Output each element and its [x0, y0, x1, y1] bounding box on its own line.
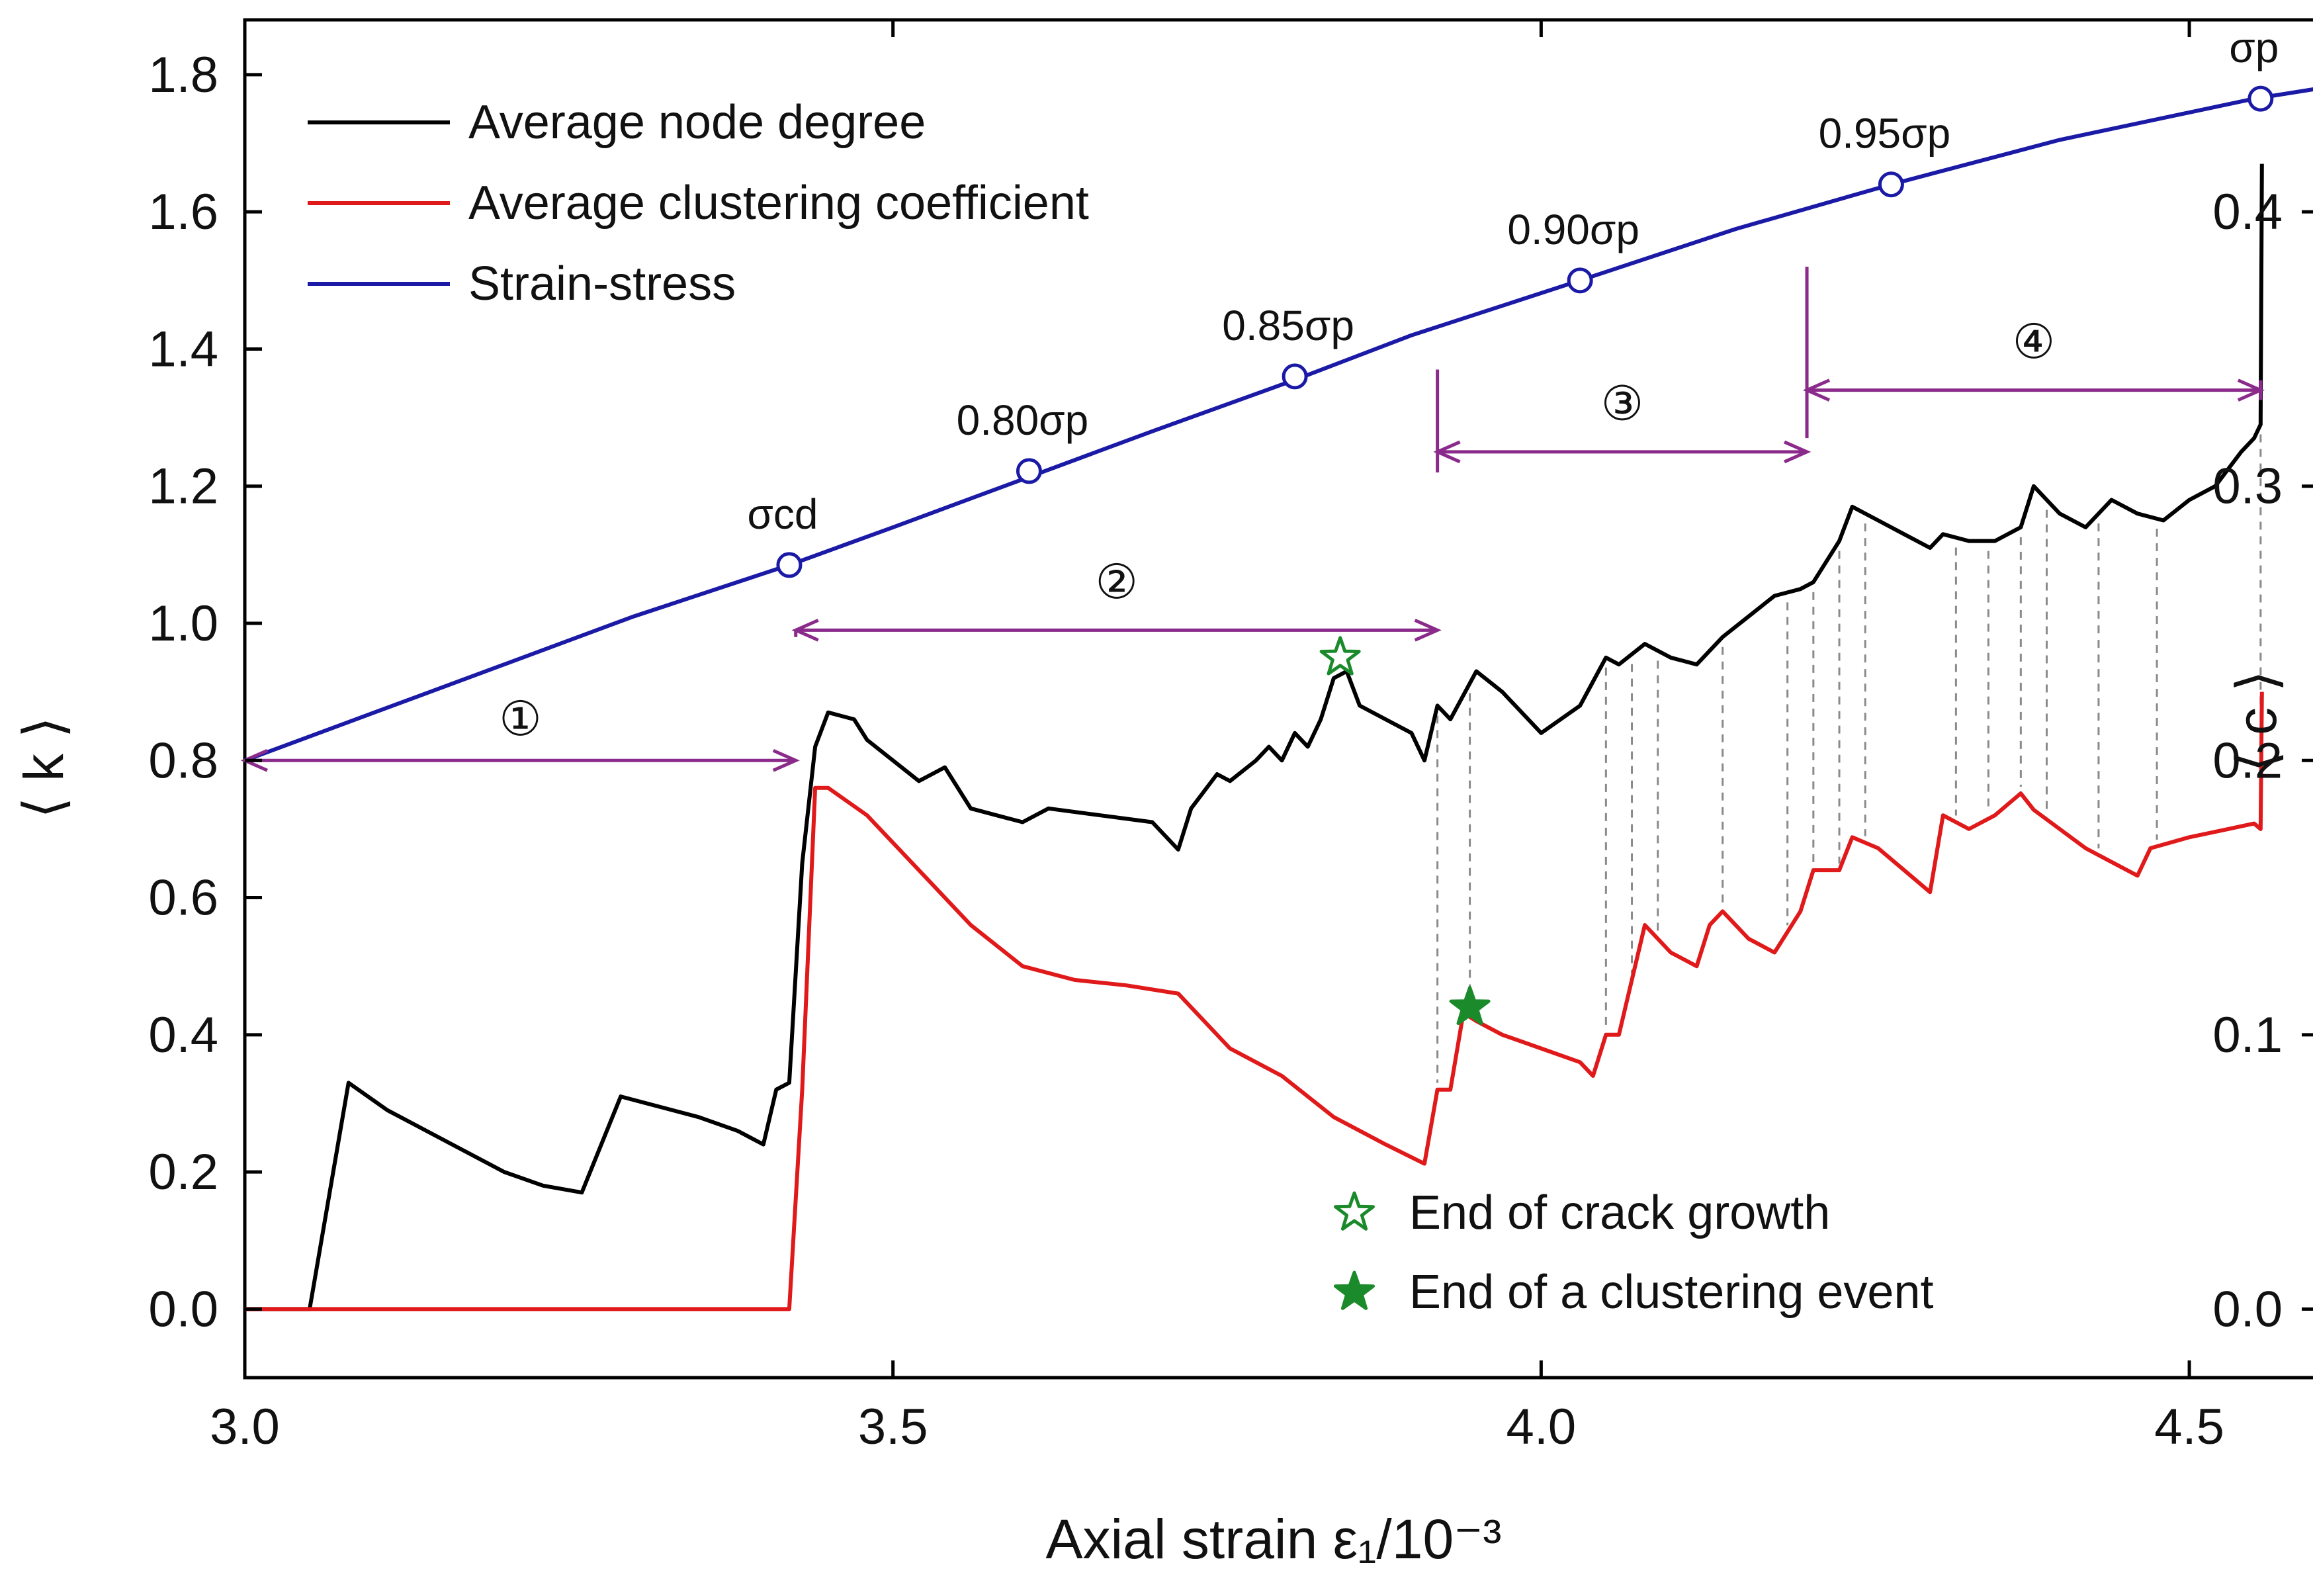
stage-label: ③	[1601, 375, 1644, 431]
y-axis-right-title: ⟨ c ⟩	[2226, 670, 2288, 772]
legend-label: Average node degree	[468, 96, 926, 149]
axis-ticks: 3.0 3.5 4.0 4.5 0.0 0.2 0.4 0.6 0.8 1.0 1.2 1.4 1.6 1…	[148, 20, 2313, 1455]
stress-marker	[1016, 458, 1042, 484]
star-legend-label: End of crack growth	[1409, 1186, 1830, 1239]
stress-marker-label: 0.85σp	[1222, 302, 1354, 349]
stress-markers: σcd 0.80σp 0.85σp 0.90σp 0.95σp σp	[747, 24, 2279, 1026]
stage-arrow-head-right	[1414, 619, 1442, 642]
stage-arrow-head-right	[772, 748, 800, 772]
y-right-tick-label: 0.0	[2212, 1281, 2283, 1337]
series-line-strain-stress	[243, 87, 2313, 763]
stress-marker-label: 0.80σp	[957, 396, 1089, 444]
stress-marker	[776, 552, 803, 578]
y-left-tick-label: 1.4	[148, 321, 218, 377]
star-legend-open-icon	[1334, 1191, 1375, 1231]
y-left-tick-label: 1.0	[148, 596, 218, 652]
stage-label: ①	[499, 691, 542, 746]
x-tick-label: 4.5	[2154, 1399, 2224, 1455]
stress-marker-label: σcd	[747, 490, 818, 538]
y-axis-left-title: ⟨ k ⟩	[13, 717, 75, 819]
y-left-tick-label: 0.6	[148, 870, 218, 926]
x-tick-label: 3.5	[858, 1399, 928, 1455]
y-right-tick-label: 0.2	[2212, 732, 2283, 789]
y-left-tick-label: 0.4	[148, 1007, 218, 1063]
y-left-tick-label: 1.2	[148, 459, 218, 515]
x-tick-label: 3.0	[210, 1399, 280, 1455]
stage-label: ④	[2013, 314, 2056, 369]
stress-marker	[1567, 267, 1593, 294]
stress-marker-label: 0.90σp	[1507, 206, 1639, 253]
plot-frame	[243, 18, 2313, 1380]
star-filled-marker	[1449, 985, 1491, 1026]
series-group	[243, 87, 2313, 1311]
stage-annotations: ① ② ③ ④	[240, 267, 2265, 772]
series-line-average-clustering-coefficient	[245, 691, 2264, 1311]
star-open-marker	[1319, 636, 1361, 676]
x-axis-title: Axial strain ε₁/10⁻³	[1045, 1508, 1501, 1570]
y-left-tick-label: 0.0	[148, 1281, 218, 1337]
stress-marker	[1878, 171, 1904, 198]
legend-label: Strain-stress	[468, 257, 736, 310]
stage-arrow-head-right	[1784, 440, 1811, 464]
event-lines	[1436, 434, 2262, 1083]
star-legend: End of crack growth End of a clustering e…	[1334, 1186, 1934, 1319]
y-left-tick-label: 0.2	[148, 1144, 218, 1200]
x-tick-label: 4.0	[1506, 1399, 1577, 1455]
stress-marker-label: σp	[2229, 24, 2279, 71]
star-legend-label: End of a clustering event	[1409, 1266, 1934, 1319]
series-line-average-node-degree	[245, 163, 2264, 1311]
stress-marker-label: 0.95σp	[1819, 110, 1951, 157]
y-right-tick-label: 0.3	[2212, 459, 2283, 515]
y-left-tick-label: 0.8	[148, 732, 218, 789]
stage-label: ②	[1095, 554, 1138, 609]
y-right-tick-label: 0.4	[2212, 184, 2283, 240]
y-right-tick-label: 0.1	[2212, 1007, 2283, 1063]
star-legend-filled-icon	[1334, 1270, 1375, 1310]
stress-marker	[2248, 85, 2274, 112]
y-left-tick-label: 1.6	[148, 184, 218, 240]
y-left-tick-label: 1.8	[148, 47, 218, 103]
legend: Average node degree Average clustering co…	[308, 96, 1089, 310]
legend-label: Average clustering coefficient	[468, 177, 1089, 230]
stress-marker	[1282, 363, 1308, 390]
